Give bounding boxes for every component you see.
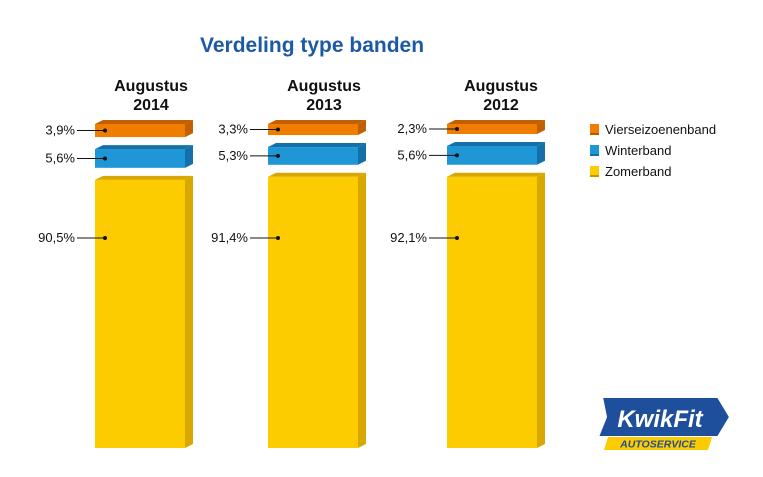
data-label: 2,3% xyxy=(397,121,427,136)
bar-0-1 xyxy=(268,124,358,136)
bar-side-0-1 xyxy=(358,120,366,136)
bar-top-1-2 xyxy=(447,142,545,146)
data-label: 91,4% xyxy=(211,230,248,245)
chart-title: Verdeling type banden xyxy=(200,34,425,57)
leader-dot xyxy=(103,156,107,161)
legend-label: Winterband xyxy=(605,143,672,158)
column-header-2012: Augustus 2012 xyxy=(441,77,561,115)
column-header-line-1: Augustus xyxy=(114,78,188,95)
bar-2-2 xyxy=(447,176,537,448)
column-header-line-2: 2012 xyxy=(483,97,519,114)
data-label: 3,9% xyxy=(45,123,75,138)
leader-dot xyxy=(455,153,459,158)
bar-top-0-0 xyxy=(95,120,193,124)
legend: Vierseizoenenband Winterband Zomerband xyxy=(590,119,716,182)
data-label: 92,1% xyxy=(390,230,427,245)
column-header-line-2: 2013 xyxy=(306,97,342,114)
data-label: 5,3% xyxy=(218,148,248,163)
legend-label: Zomerband xyxy=(605,164,672,179)
legend-swatch xyxy=(590,124,599,135)
legend-swatch xyxy=(590,166,599,177)
bar-side-1-1 xyxy=(358,143,366,165)
leader-dot xyxy=(276,127,280,132)
bar-side-2-0 xyxy=(185,175,193,448)
leader-dot xyxy=(455,236,459,240)
bar-side-1-0 xyxy=(185,145,193,168)
logo-sub-text: AUTOSERVICE xyxy=(619,439,697,451)
bar-side-0-2 xyxy=(537,120,545,134)
bar-top-0-1 xyxy=(268,120,366,124)
bar-top-0-2 xyxy=(447,120,545,124)
bar-0-0 xyxy=(95,124,185,138)
bar-1-0 xyxy=(95,149,185,168)
bar-side-2-2 xyxy=(537,172,545,448)
bar-1-1 xyxy=(268,147,358,165)
data-label: 90,5% xyxy=(38,230,75,245)
column-header-2013: Augustus 2013 xyxy=(264,77,384,115)
bar-top-1-0 xyxy=(95,145,193,150)
bar-top-2-1 xyxy=(268,172,366,177)
legend-item-winterband: Winterband xyxy=(590,140,716,161)
column-header-2014: Augustus 2014 xyxy=(91,77,211,115)
data-label: 3,3% xyxy=(218,122,248,137)
bar-0-2 xyxy=(447,124,537,134)
bar-top-2-2 xyxy=(447,172,545,177)
legend-swatch xyxy=(590,145,599,156)
kwikfit-logo: KwikFit AUTOSERVICE xyxy=(596,396,732,451)
bar-2-0 xyxy=(95,179,185,448)
bar-side-0-0 xyxy=(185,120,193,138)
bar-2-1 xyxy=(268,176,358,448)
bar-side-1-2 xyxy=(537,142,545,165)
data-label: 5,6% xyxy=(45,150,75,165)
column-header-line-2: 2014 xyxy=(133,97,169,114)
column-header-line-1: Augustus xyxy=(464,78,538,95)
leader-dot xyxy=(103,236,107,240)
bar-top-2-0 xyxy=(95,175,193,180)
leader-dot xyxy=(276,236,280,240)
logo-brand-text: KwikFit xyxy=(617,406,703,433)
bar-side-2-1 xyxy=(358,172,366,448)
bar-1-2 xyxy=(447,146,537,165)
column-header-line-1: Augustus xyxy=(287,78,361,95)
leader-dot xyxy=(103,128,107,133)
legend-item-zomerband: Zomerband xyxy=(590,161,716,182)
leader-dot xyxy=(276,153,280,158)
data-label: 5,6% xyxy=(397,147,427,162)
leader-dot xyxy=(455,127,459,131)
bar-top-1-1 xyxy=(268,143,366,148)
legend-label: Vierseizoenenband xyxy=(605,122,717,137)
legend-item-vierseizoenenband: Vierseizoenenband xyxy=(590,119,716,140)
